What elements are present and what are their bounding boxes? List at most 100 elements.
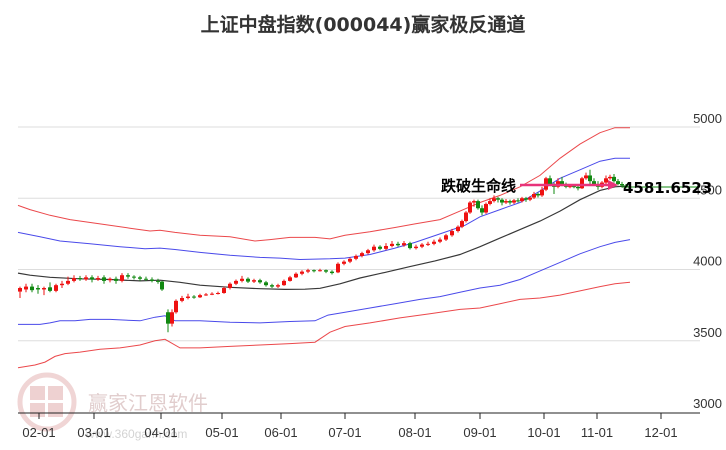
candle — [90, 275, 94, 283]
candle — [476, 199, 480, 210]
candle — [66, 276, 70, 286]
x-tick-label: 11-01 — [581, 425, 613, 440]
candle — [464, 211, 468, 223]
candle — [438, 237, 442, 244]
candle — [528, 196, 532, 202]
candle — [468, 201, 472, 214]
candle — [270, 283, 274, 289]
candle — [604, 175, 608, 184]
candle — [524, 196, 528, 202]
candle — [210, 292, 214, 296]
candle — [532, 191, 536, 199]
x-tick-label: 03-01 — [77, 425, 110, 440]
candle — [432, 239, 436, 246]
candle — [426, 241, 430, 246]
candle — [456, 225, 460, 233]
y-tick-label: 3000 — [693, 396, 722, 411]
candle — [192, 295, 196, 299]
signal-label: 跌破生命线 — [441, 177, 516, 195]
candle — [240, 275, 244, 283]
candle — [170, 309, 174, 327]
candle — [166, 309, 170, 333]
candle — [354, 254, 358, 261]
watermark-logo-icon — [17, 372, 77, 432]
candle — [60, 280, 64, 289]
candle — [174, 299, 178, 314]
candle — [48, 282, 52, 293]
candlesticks — [18, 169, 628, 333]
y-tick-label: 3500 — [693, 325, 722, 340]
candle — [588, 169, 592, 184]
candle — [496, 196, 500, 203]
candle — [520, 196, 524, 203]
candle — [234, 279, 238, 286]
candle — [608, 174, 612, 180]
candle — [102, 275, 106, 284]
candle — [556, 178, 560, 189]
candle — [204, 293, 208, 296]
candle — [408, 241, 412, 250]
candle — [624, 184, 628, 189]
x-tick-label: 02-01 — [22, 425, 55, 440]
candle — [512, 198, 516, 204]
candle — [246, 277, 250, 284]
life-line-line — [17, 185, 626, 291]
candle — [384, 243, 388, 251]
watermark-url: www.360gann.com — [85, 427, 187, 441]
candle — [150, 277, 154, 283]
watermark-brand: 赢家江恩软件 — [88, 391, 208, 415]
candle — [480, 205, 484, 216]
candle — [258, 278, 262, 284]
x-tick-label: 04-01 — [144, 425, 177, 440]
upper-inner-band-line — [17, 157, 630, 261]
candle — [348, 257, 352, 264]
x-tick-label: 12-01 — [644, 425, 677, 440]
y-tick-label: 4000 — [693, 254, 722, 269]
candle — [492, 195, 496, 203]
candle — [536, 192, 540, 198]
candle — [396, 241, 400, 247]
candle — [540, 186, 544, 197]
candle — [616, 179, 620, 186]
upper-outer-band-line — [17, 127, 630, 242]
candle — [342, 260, 346, 266]
candle — [450, 228, 454, 237]
lower-outer-band-line — [17, 281, 631, 369]
gridlines — [18, 126, 700, 342]
candle — [36, 285, 40, 294]
candle — [516, 198, 520, 203]
candle — [72, 275, 76, 283]
candle — [276, 283, 280, 289]
candle — [288, 275, 292, 282]
candle — [460, 219, 464, 229]
candle — [300, 270, 304, 276]
candle — [484, 202, 488, 214]
x-tick-label: 05-01 — [205, 425, 238, 440]
candle — [504, 198, 508, 204]
candle — [126, 273, 130, 279]
candle — [508, 199, 512, 205]
candle — [216, 291, 220, 295]
candle — [42, 286, 46, 296]
candle — [472, 199, 476, 207]
candle — [18, 286, 22, 298]
price-label: 4581.6523 — [623, 179, 712, 197]
candle — [228, 282, 232, 290]
candle — [580, 176, 584, 189]
candle — [420, 243, 424, 249]
candle — [120, 273, 124, 283]
candle — [186, 293, 190, 300]
candle — [198, 293, 202, 298]
candle — [78, 275, 82, 281]
chart-title: 上证中盘指数(000044)赢家极反通道 — [200, 14, 526, 36]
candle — [282, 279, 286, 286]
candle — [180, 295, 184, 303]
candle — [402, 241, 406, 247]
candle — [324, 269, 328, 274]
candle — [390, 241, 394, 248]
axes: 5000 4500 4000 3500 3000 02-01 03-01 04-01 05-01… — [18, 111, 722, 440]
x-tick-label: 10-01 — [527, 425, 560, 440]
candle — [84, 275, 88, 281]
candle — [372, 244, 376, 252]
